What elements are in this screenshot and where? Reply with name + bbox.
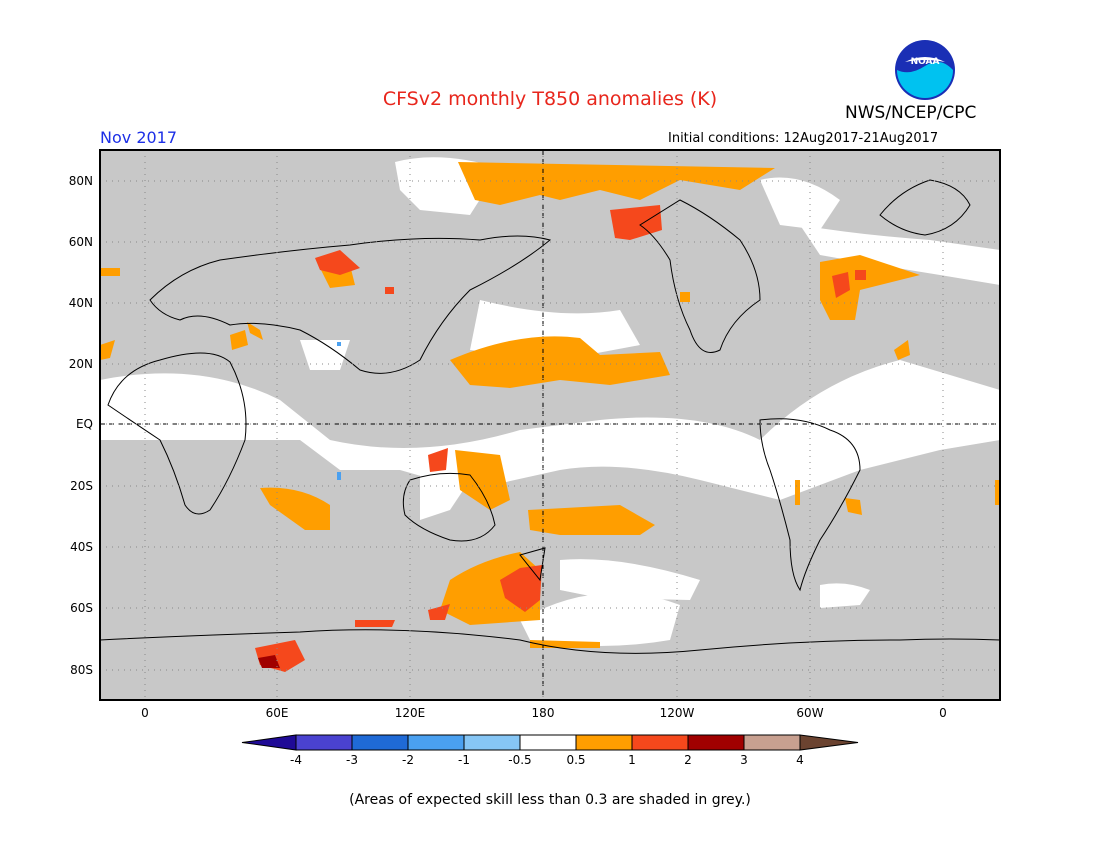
- legend-swatch: [295, 734, 353, 751]
- map-grid: [100, 150, 1000, 700]
- anomaly-05-1-areas: [100, 162, 1000, 648]
- skill-white-areas: [100, 157, 1000, 646]
- anomaly-1-2-areas: [255, 205, 866, 672]
- lat-label: 40S: [70, 540, 93, 554]
- legend-label: 4: [796, 753, 804, 767]
- lon-label: 120W: [660, 706, 695, 720]
- map-area: [100, 150, 1000, 700]
- anomaly-2-3-areas: [258, 655, 280, 668]
- lon-label: 60E: [266, 706, 289, 720]
- legend-swatch: [463, 734, 521, 751]
- map-title: CFSv2 monthly T850 anomalies (K): [382, 88, 718, 110]
- coastlines: [100, 179, 1000, 654]
- lon-label: 0: [141, 706, 149, 720]
- legend-label: 3: [740, 753, 748, 767]
- legend-label: -4: [290, 753, 302, 767]
- lon-label: 60W: [796, 706, 823, 720]
- lon-label: 120E: [395, 706, 426, 720]
- legend-label: 2: [684, 753, 692, 767]
- forecast-month: Nov 2017: [100, 128, 178, 147]
- latitude-labels: 80N 60N 40N 20N EQ 20S 40S 60S 80S: [69, 174, 93, 677]
- lat-label: 40N: [69, 296, 93, 310]
- legend-swatch-high-tip: [799, 734, 859, 751]
- legend-label: 0.5: [566, 753, 585, 767]
- initial-conditions: Initial conditions: 12Aug2017-21Aug2017: [668, 131, 939, 146]
- legend-swatch: [743, 734, 801, 751]
- lon-label: 0: [939, 706, 947, 720]
- noaa-logo: NOAA: [895, 40, 955, 100]
- legend-label: -0.5: [508, 753, 531, 767]
- legend-swatch: [519, 734, 577, 751]
- organization-label: NWS/NCEP/CPC: [845, 103, 977, 123]
- legend-swatch: [407, 734, 465, 751]
- longitude-labels: 0 60E 120E 180 120W 60W 0: [141, 706, 947, 720]
- legend-label: -2: [402, 753, 414, 767]
- legend-label: -3: [346, 753, 358, 767]
- legend-label: 1: [628, 753, 636, 767]
- legend-swatch: [687, 734, 745, 751]
- legend-swatch: [575, 734, 633, 751]
- footnote: (Areas of expected skill less than 0.3 a…: [349, 792, 751, 808]
- map-frame: [99, 149, 1001, 701]
- color-legend: -4 -3 -2 -1 -0.5 0.5 1 2 3 4: [241, 734, 859, 767]
- legend-label: -1: [458, 753, 470, 767]
- legend-swatch: [351, 734, 409, 751]
- lat-label: 20S: [70, 479, 93, 493]
- lat-label: 80S: [70, 663, 93, 677]
- anomaly-neg-areas: [337, 342, 341, 480]
- logo-text: NOAA: [911, 57, 940, 67]
- lat-label: 60N: [69, 235, 93, 249]
- legend-swatch-low-tip: [241, 734, 297, 751]
- lat-label: 20N: [69, 357, 93, 371]
- legend-swatch: [631, 734, 689, 751]
- lon-label: 180: [532, 706, 555, 720]
- lat-label: 60S: [70, 601, 93, 615]
- lat-label: EQ: [76, 417, 93, 431]
- lat-label: 80N: [69, 174, 93, 188]
